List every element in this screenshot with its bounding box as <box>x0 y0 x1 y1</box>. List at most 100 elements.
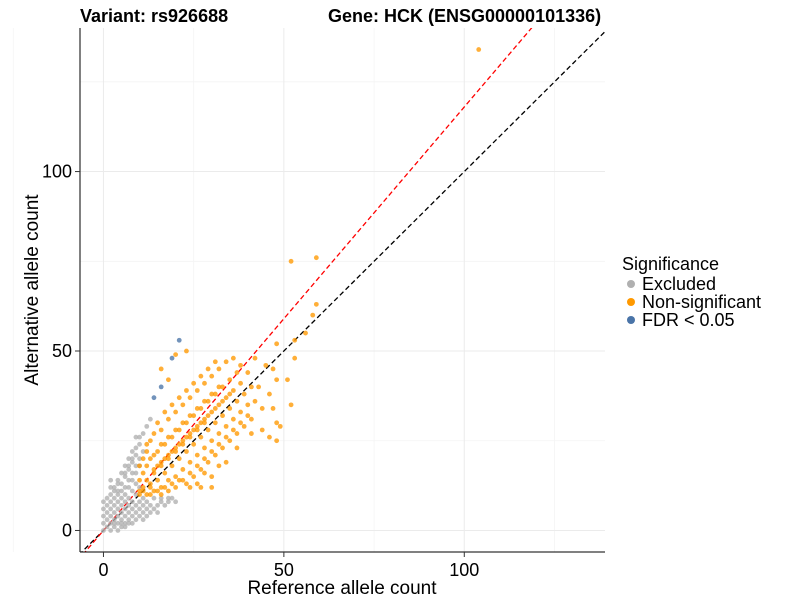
point-non-significant <box>176 456 182 462</box>
point-excluded <box>133 434 139 440</box>
point-excluded <box>122 492 128 497</box>
point-excluded <box>115 492 121 497</box>
point-non-significant <box>173 484 179 490</box>
y-axis-label: Alternative allele count <box>22 194 43 386</box>
point-non-significant <box>238 362 243 368</box>
point-excluded <box>115 488 121 494</box>
point-non-significant <box>184 420 189 426</box>
point-excluded <box>144 513 150 519</box>
point-non-significant <box>202 456 207 462</box>
point-non-significant <box>140 484 146 490</box>
point-non-significant <box>162 409 168 415</box>
legend-key <box>627 298 635 306</box>
point-excluded <box>108 513 114 519</box>
point-non-significant <box>209 409 215 415</box>
point-excluded <box>104 502 110 508</box>
point-excluded <box>119 495 124 501</box>
point-non-significant <box>220 398 225 404</box>
point-non-significant <box>173 449 179 454</box>
point-non-significant <box>252 398 258 404</box>
point-excluded <box>104 517 110 523</box>
point-non-significant <box>274 341 280 347</box>
point-non-significant <box>191 474 197 480</box>
point-non-significant <box>259 427 265 433</box>
point-non-significant <box>198 373 204 379</box>
point-non-significant <box>198 420 204 426</box>
point-excluded <box>104 495 110 501</box>
point-excluded <box>133 492 139 497</box>
point-non-significant <box>144 492 150 497</box>
point-non-significant <box>187 459 193 465</box>
point-non-significant <box>162 441 168 447</box>
point-non-significant <box>176 441 182 447</box>
point-non-significant <box>144 441 150 447</box>
point-excluded <box>133 510 139 515</box>
point-excluded <box>111 484 117 490</box>
point-non-significant <box>187 395 193 401</box>
point-excluded <box>119 510 124 515</box>
point-non-significant <box>205 413 211 419</box>
point-non-significant <box>191 413 197 419</box>
point-excluded <box>133 452 139 458</box>
point-non-significant <box>476 47 482 52</box>
legend-key <box>627 316 635 324</box>
point-non-significant <box>184 388 189 393</box>
point-non-significant <box>194 481 200 487</box>
point-non-significant <box>147 484 153 490</box>
point-non-significant <box>223 434 229 440</box>
point-excluded <box>133 445 139 451</box>
point-non-significant <box>176 477 182 483</box>
point-non-significant <box>209 438 215 444</box>
point-non-significant <box>223 395 229 401</box>
point-non-significant <box>205 366 211 372</box>
point-non-significant <box>259 406 265 411</box>
legend-title: Significance <box>622 254 719 274</box>
point-non-significant <box>155 463 160 469</box>
point-non-significant <box>227 391 233 397</box>
point-excluded <box>126 510 132 515</box>
point-excluded <box>140 431 146 436</box>
point-non-significant <box>220 384 225 390</box>
x-tick-label: 100 <box>449 560 479 580</box>
point-excluded <box>129 499 135 505</box>
point-non-significant <box>158 492 164 497</box>
point-excluded <box>115 520 121 526</box>
point-non-significant <box>216 441 222 447</box>
point-non-significant <box>205 427 211 433</box>
point-non-significant <box>169 434 175 440</box>
point-non-significant <box>162 470 168 476</box>
point-non-significant <box>292 355 298 361</box>
point-non-significant <box>198 434 204 440</box>
point-non-significant <box>313 255 319 261</box>
point-non-significant <box>288 258 294 264</box>
point-excluded <box>119 520 124 526</box>
point-non-significant <box>194 406 200 411</box>
point-non-significant <box>234 431 240 436</box>
point-excluded <box>115 499 121 505</box>
point-non-significant <box>256 384 262 390</box>
point-non-significant <box>227 438 233 444</box>
point-excluded <box>133 470 139 476</box>
point-non-significant <box>238 409 243 415</box>
point-non-significant <box>209 474 215 480</box>
point-non-significant <box>241 391 247 397</box>
point-non-significant <box>245 370 251 375</box>
point-non-significant <box>230 427 236 433</box>
point-excluded <box>111 488 117 494</box>
point-excluded <box>122 520 128 526</box>
point-excluded <box>108 477 114 483</box>
point-non-significant <box>216 366 222 372</box>
grid <box>12 28 605 552</box>
point-excluded <box>173 499 179 505</box>
point-excluded <box>137 484 142 490</box>
point-fdr-0-05 <box>158 384 164 390</box>
point-non-significant <box>245 413 251 419</box>
point-non-significant <box>187 470 193 476</box>
point-excluded <box>158 495 164 501</box>
point-non-significant <box>248 416 254 422</box>
point-fdr-0-05 <box>176 337 182 343</box>
point-excluded <box>126 467 132 472</box>
point-excluded <box>108 492 114 497</box>
point-excluded <box>119 517 124 523</box>
x-axis-label: Reference allele count <box>247 578 437 599</box>
